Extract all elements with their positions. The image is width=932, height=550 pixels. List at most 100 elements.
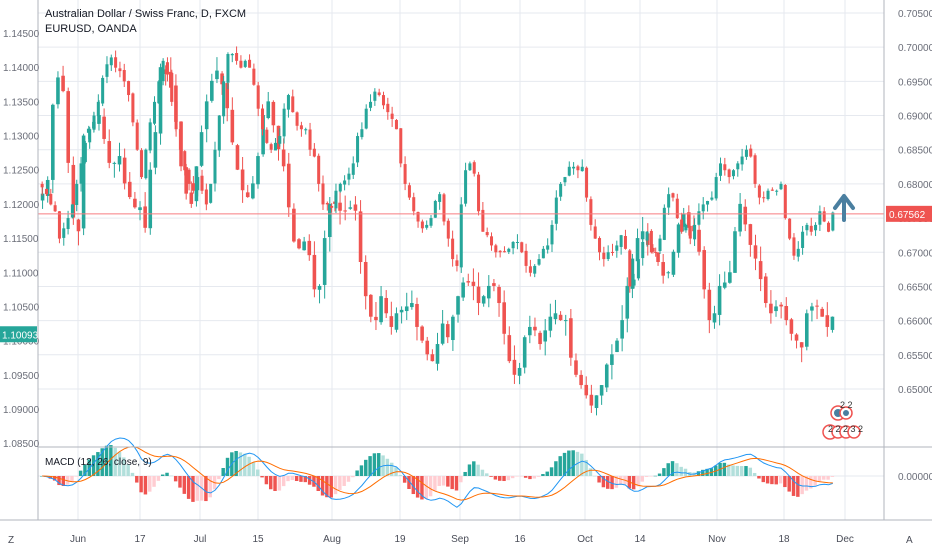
audchf-candle-body bbox=[92, 115, 96, 130]
audchf-candle-body bbox=[671, 193, 675, 198]
audchf-candle-body bbox=[546, 245, 550, 250]
eurusd-candle-body bbox=[379, 296, 383, 323]
left-price-badge bbox=[0, 326, 37, 343]
x-tick-label: Nov bbox=[708, 534, 726, 545]
macd-histogram-bar bbox=[493, 476, 498, 480]
audchf-candle-body bbox=[273, 142, 277, 151]
right-axis-tick: 0.66500 bbox=[898, 282, 932, 293]
left-axis-tick: 1.12000 bbox=[3, 200, 40, 211]
left-axis-tick: 1.09500 bbox=[3, 371, 40, 382]
x-tick-label: 14 bbox=[634, 534, 646, 545]
left-axis-tick: 1.11500 bbox=[3, 234, 39, 245]
macd-histogram-bar bbox=[320, 476, 325, 496]
audchf-candle-body bbox=[485, 232, 489, 236]
audchf-candle-body bbox=[831, 212, 835, 231]
macd-histogram-bar bbox=[791, 476, 796, 496]
right-axis-tick: 0.68000 bbox=[898, 180, 932, 191]
eurusd-candle-body bbox=[830, 316, 835, 330]
macd-histogram-bar bbox=[519, 476, 524, 477]
macd-histogram-bar bbox=[497, 476, 502, 481]
macd-histogram-bar bbox=[739, 466, 744, 476]
macd-histogram-bar bbox=[61, 476, 66, 487]
audchf-candle-body bbox=[351, 163, 355, 175]
macd-histogram-bar bbox=[204, 476, 208, 502]
eurusd-candle-body bbox=[245, 192, 250, 198]
audchf-candle-body bbox=[783, 185, 787, 219]
macd-histogram-bar bbox=[601, 476, 606, 488]
audchf-candle-body bbox=[239, 60, 243, 68]
timezone-icon[interactable]: Z bbox=[8, 535, 14, 546]
left-axis-tick: 1.13000 bbox=[3, 132, 40, 143]
left-axis-tick: 1.08500 bbox=[3, 439, 40, 450]
audchf-candle-body bbox=[40, 183, 44, 188]
macd-histogram-bar bbox=[778, 476, 783, 484]
macd-histogram-bar bbox=[113, 447, 117, 476]
macd-histogram-bar bbox=[104, 445, 109, 476]
eurusd-candle-body bbox=[717, 285, 722, 315]
macd-histogram-bar bbox=[156, 476, 161, 481]
audchf-candle-body bbox=[118, 68, 122, 72]
audchf-candle-body bbox=[243, 60, 247, 67]
audchf-candle-body bbox=[507, 248, 511, 252]
x-tick-label: Jun bbox=[70, 534, 86, 545]
audchf-candle-body bbox=[217, 115, 221, 151]
macd-histogram-bar bbox=[454, 476, 459, 491]
eurusd-candle-body bbox=[189, 192, 194, 204]
eurusd-candle-body bbox=[522, 337, 527, 368]
macd-histogram-bar bbox=[787, 476, 791, 492]
eurusd-candle-body bbox=[584, 384, 589, 396]
macd-histogram-bar bbox=[420, 476, 424, 500]
macd-histogram-bar bbox=[510, 476, 515, 479]
macd-histogram-bar bbox=[558, 456, 562, 476]
macd-histogram-bar bbox=[826, 476, 830, 480]
signal-badges-icon[interactable]: 2 2 2 2 2 3 2 bbox=[822, 400, 863, 440]
macd-histogram-bar bbox=[243, 453, 247, 476]
audchf-candle-body bbox=[814, 224, 818, 231]
audchf-candle-body bbox=[222, 81, 226, 117]
auto-scale-button[interactable]: A bbox=[906, 535, 913, 546]
eurusd-candle-body bbox=[553, 313, 558, 320]
audchf-candle-body bbox=[381, 95, 386, 106]
audchf-candle-body bbox=[338, 183, 342, 192]
eurusd-candle-body bbox=[451, 316, 455, 341]
eurusd-candle-body bbox=[440, 323, 445, 344]
audchf-candle-body bbox=[144, 149, 148, 179]
eurusd-candle-body bbox=[804, 313, 809, 347]
audchf-candle-body bbox=[502, 251, 506, 253]
eurusd-candle-body bbox=[127, 181, 132, 198]
eurusd-candle-body bbox=[363, 261, 368, 297]
eurusd-candle-body bbox=[297, 239, 301, 249]
macd-histogram-bar bbox=[195, 476, 199, 501]
audchf-candle-body bbox=[731, 170, 735, 177]
audchf-candle-body bbox=[403, 164, 407, 184]
macd-histogram-bar bbox=[281, 476, 286, 487]
audchf-candle-body bbox=[684, 224, 688, 231]
macd-histogram-bar bbox=[584, 459, 588, 476]
chart-subtitle: EURUSD, OANDA bbox=[45, 23, 137, 35]
audchf-candle-body bbox=[312, 148, 316, 157]
macd-histogram-bar bbox=[804, 476, 809, 491]
eurusd-candle-body bbox=[748, 224, 753, 245]
macd-histogram-bar bbox=[251, 462, 256, 476]
macd-histogram-bar bbox=[78, 470, 83, 476]
macd-histogram-bar bbox=[355, 470, 359, 476]
eurusd-candle-body bbox=[625, 285, 630, 319]
audchf-candle-body bbox=[44, 188, 48, 195]
audchf-candle-body bbox=[49, 193, 53, 205]
left-axis-tick: 1.14000 bbox=[3, 63, 40, 74]
macd-histogram-bar bbox=[822, 476, 826, 480]
audchf-candle-body bbox=[511, 242, 515, 249]
eurusd-candle-body bbox=[507, 335, 512, 362]
signal-line bbox=[42, 446, 833, 501]
audchf-candle-body bbox=[779, 183, 783, 190]
eurusd-candle-body bbox=[51, 104, 55, 180]
x-tick-label: Jul bbox=[194, 534, 207, 545]
audchf-candle-body bbox=[775, 190, 779, 192]
up-arrow-icon[interactable] bbox=[833, 194, 855, 222]
eurusd-candle-body bbox=[820, 308, 824, 317]
macd-histogram-bar bbox=[567, 450, 571, 476]
eurusd-candle-body bbox=[702, 250, 707, 290]
audchf-candle-body bbox=[520, 242, 524, 253]
audchf-candle-body bbox=[602, 252, 606, 260]
